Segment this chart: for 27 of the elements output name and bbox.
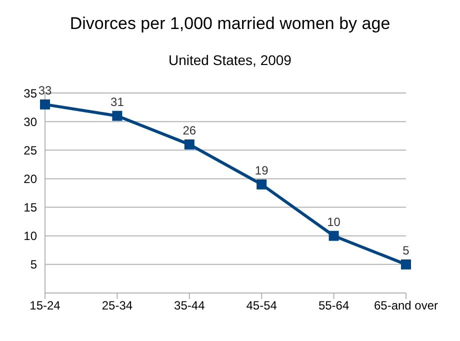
x-tick-label: 45-54 — [246, 298, 278, 313]
x-tick-label: 35-44 — [174, 298, 206, 313]
x-tick-label: 65-and over — [374, 298, 438, 313]
x-tick-label: 25-34 — [102, 298, 133, 313]
chart-title: Divorces per 1,000 married women by age — [68, 14, 392, 34]
data-label: 19 — [254, 163, 269, 178]
chart-subtitle: United States, 2009 — [168, 52, 292, 68]
point — [184, 139, 194, 150]
y-tick-label: 10 — [24, 229, 38, 244]
data-label: 31 — [110, 94, 124, 109]
point — [401, 259, 411, 270]
data-label: 33 — [38, 83, 52, 98]
data-label: 5 — [402, 243, 410, 258]
point — [112, 110, 122, 121]
y-tick-label: 35 — [24, 86, 38, 100]
x-tick-label: 55-64 — [318, 298, 350, 313]
y-tick-label: 5 — [30, 258, 38, 272]
x-tick-label: 15-24 — [30, 298, 61, 313]
y-tick-label: 30 — [24, 114, 38, 129]
y-tick-label: 20 — [24, 172, 38, 186]
point — [40, 99, 50, 110]
data-label: 10 — [327, 214, 341, 229]
point — [256, 179, 267, 190]
data-label: 26 — [182, 123, 196, 138]
y-tick-label: 15 — [24, 200, 38, 215]
y-tick-label: 25 — [24, 143, 38, 158]
point — [328, 230, 339, 241]
